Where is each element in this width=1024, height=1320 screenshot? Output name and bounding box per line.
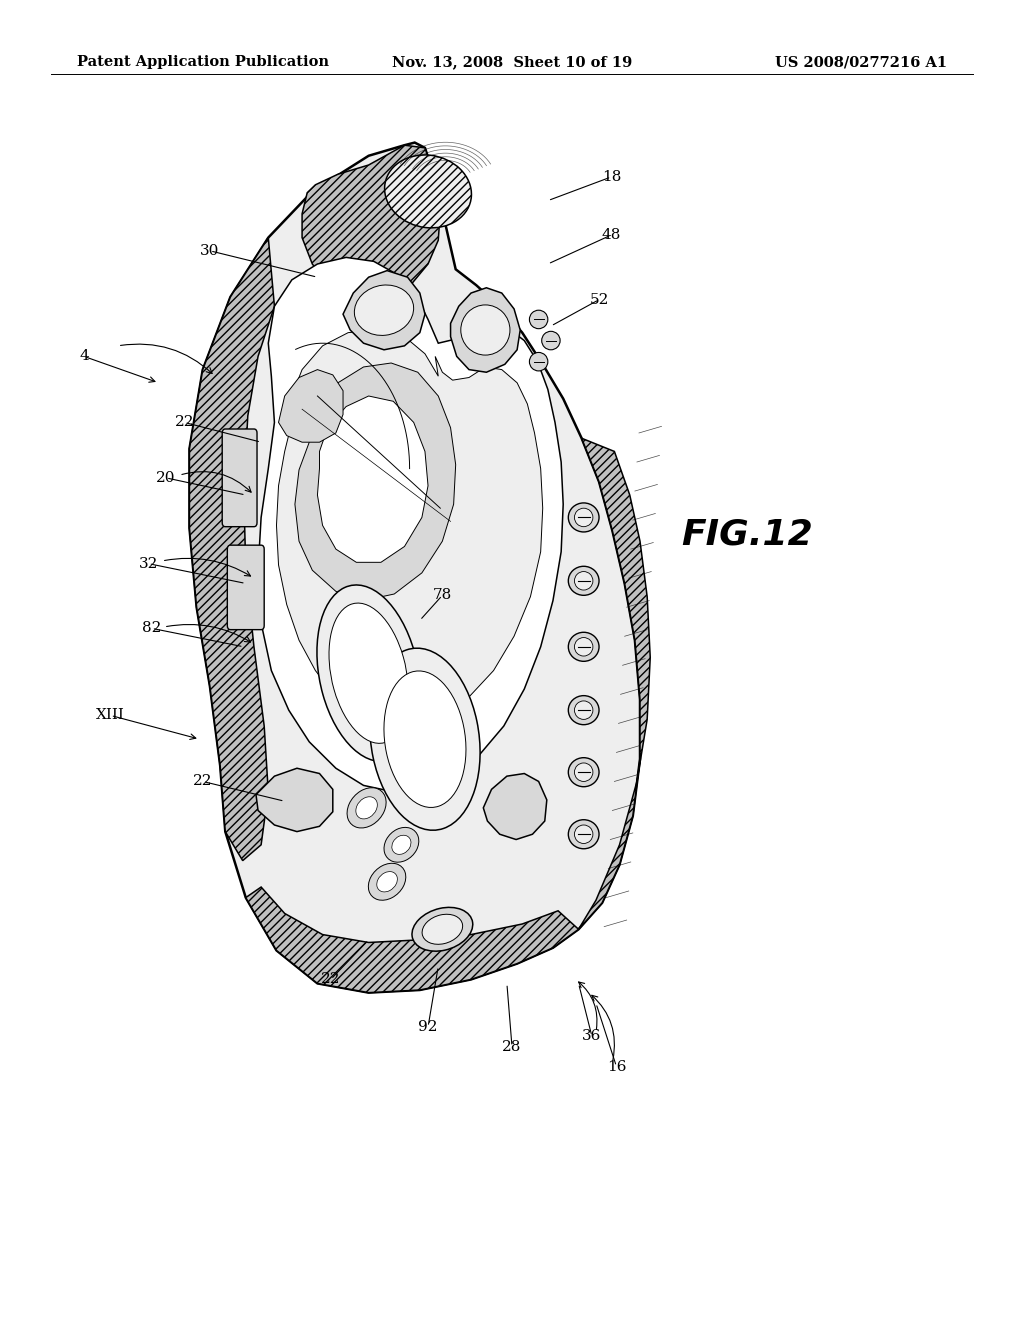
Polygon shape <box>302 145 440 301</box>
Polygon shape <box>189 238 274 861</box>
Polygon shape <box>279 370 343 442</box>
Ellipse shape <box>384 671 466 808</box>
Ellipse shape <box>574 763 593 781</box>
Ellipse shape <box>370 648 480 830</box>
Text: 16: 16 <box>606 1060 627 1073</box>
Ellipse shape <box>542 331 560 350</box>
Polygon shape <box>451 288 520 372</box>
Text: Nov. 13, 2008  Sheet 10 of 19: Nov. 13, 2008 Sheet 10 of 19 <box>392 55 632 69</box>
Polygon shape <box>343 271 425 350</box>
Text: FIG.12: FIG.12 <box>682 517 813 552</box>
Ellipse shape <box>317 585 420 762</box>
Text: 78: 78 <box>433 589 452 602</box>
Polygon shape <box>189 143 640 993</box>
Ellipse shape <box>574 825 593 843</box>
Text: 30: 30 <box>201 244 219 257</box>
Text: 22: 22 <box>174 416 195 429</box>
Polygon shape <box>246 887 579 993</box>
Ellipse shape <box>568 632 599 661</box>
Ellipse shape <box>392 836 411 854</box>
Polygon shape <box>579 438 650 929</box>
Ellipse shape <box>377 871 397 892</box>
Ellipse shape <box>529 352 548 371</box>
Text: US 2008/0277216 A1: US 2008/0277216 A1 <box>775 55 947 69</box>
Polygon shape <box>295 363 456 601</box>
Ellipse shape <box>356 797 377 818</box>
Ellipse shape <box>412 907 473 952</box>
Ellipse shape <box>347 788 386 828</box>
Ellipse shape <box>568 696 599 725</box>
Ellipse shape <box>384 828 419 862</box>
Text: 22: 22 <box>193 775 213 788</box>
Ellipse shape <box>529 310 548 329</box>
Text: 18: 18 <box>602 170 621 183</box>
Text: 36: 36 <box>583 1030 601 1043</box>
Ellipse shape <box>574 508 593 527</box>
Text: XIII: XIII <box>96 709 125 722</box>
Text: 92: 92 <box>418 1020 438 1034</box>
Ellipse shape <box>329 603 409 743</box>
Polygon shape <box>256 768 333 832</box>
Text: 28: 28 <box>503 1040 521 1053</box>
FancyBboxPatch shape <box>222 429 257 527</box>
Ellipse shape <box>568 503 599 532</box>
Ellipse shape <box>461 305 510 355</box>
Ellipse shape <box>422 915 463 944</box>
Polygon shape <box>483 774 547 840</box>
Text: 82: 82 <box>142 622 161 635</box>
Text: Patent Application Publication: Patent Application Publication <box>77 55 329 69</box>
Polygon shape <box>317 396 428 562</box>
Ellipse shape <box>574 572 593 590</box>
Ellipse shape <box>574 638 593 656</box>
Polygon shape <box>258 257 563 792</box>
Ellipse shape <box>385 154 471 228</box>
FancyBboxPatch shape <box>227 545 264 630</box>
Ellipse shape <box>568 820 599 849</box>
Text: 32: 32 <box>139 557 158 570</box>
Ellipse shape <box>568 758 599 787</box>
Text: 52: 52 <box>590 293 608 306</box>
Text: 4: 4 <box>79 350 89 363</box>
Ellipse shape <box>354 285 414 335</box>
Text: 48: 48 <box>602 228 621 242</box>
Ellipse shape <box>574 701 593 719</box>
Polygon shape <box>276 330 543 723</box>
Ellipse shape <box>369 863 406 900</box>
Text: 20: 20 <box>156 471 176 484</box>
Text: 22: 22 <box>321 973 341 986</box>
Ellipse shape <box>568 566 599 595</box>
